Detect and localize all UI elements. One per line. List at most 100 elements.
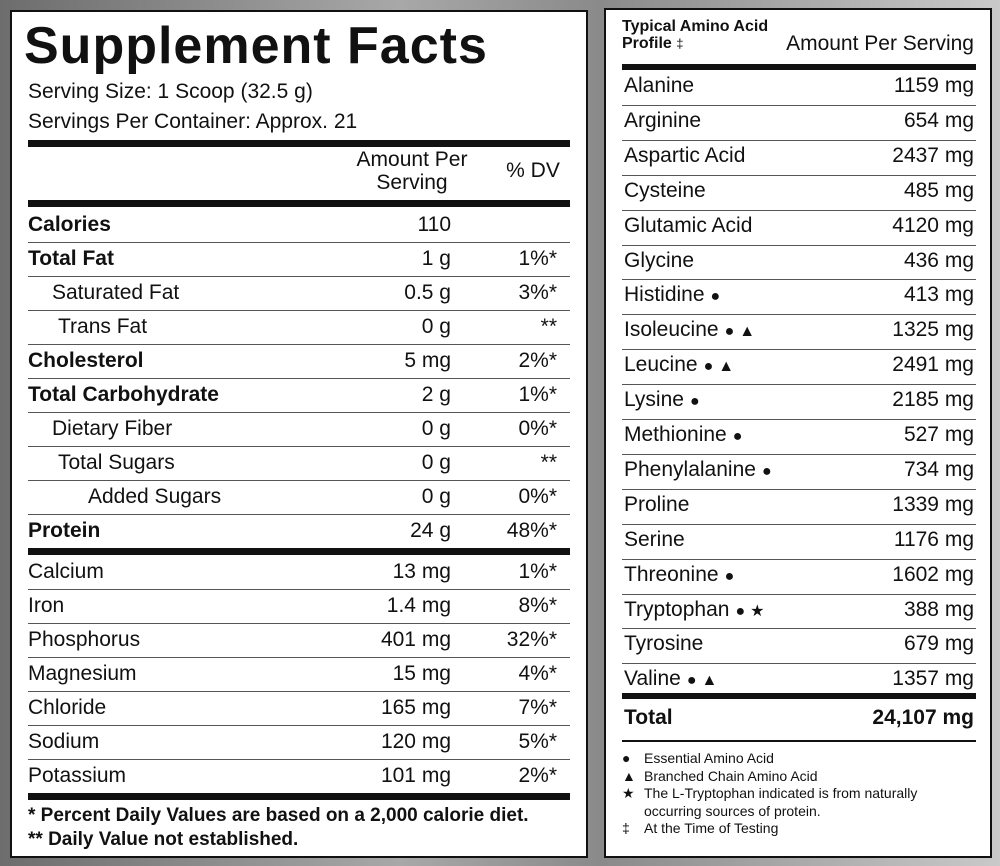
amino-amount: 1357 mg — [892, 667, 974, 691]
legend-symbol: ● — [622, 750, 631, 766]
amino-amount: 1176 mg — [893, 527, 974, 551]
amino-name: Cysteine — [624, 179, 706, 203]
rule — [28, 200, 570, 207]
nutrient-amount: 0 g — [421, 417, 451, 440]
nutrient-dv: 1%* — [518, 247, 557, 270]
nutrient-name: Cholesterol — [28, 349, 144, 372]
nutrient-name: Protein — [28, 519, 101, 542]
amino-amount-header: Amount Per Serving — [786, 32, 974, 55]
nutrient-name: Calcium — [28, 560, 104, 583]
row-divider — [28, 589, 570, 590]
rule — [28, 548, 570, 555]
amino-name-text: Aspartic Acid — [624, 143, 746, 167]
nutrient-dv: 5%* — [518, 730, 557, 753]
nutrient-name: Iron — [28, 594, 65, 617]
amino-symbols: ●▲ — [724, 323, 761, 341]
nutrient-amount: 1.4 mg — [386, 594, 451, 617]
nutrient-dv: 48%* — [506, 519, 557, 542]
nutrient-amount: 2 g — [421, 383, 451, 406]
nutrient-amount: 0.5 g — [404, 281, 451, 304]
nutrient-amount: 15 mg — [392, 662, 451, 685]
amino-name-text: Lysine — [624, 388, 684, 412]
row-divider — [622, 209, 976, 211]
legend-text: At the Time of Testing — [644, 820, 779, 836]
amino-symbols: ●▲ — [703, 358, 740, 376]
amino-name-text: Valine — [624, 667, 681, 691]
row-divider — [28, 378, 570, 379]
nutrient-dv: 4%* — [518, 662, 557, 685]
amino-amount: 2185 mg — [892, 388, 974, 412]
amino-name-text: Glutamic Acid — [624, 213, 753, 237]
amino-name-text: Histidine — [624, 283, 705, 307]
row-divider — [622, 384, 976, 386]
amino-amount: 527 mg — [903, 423, 974, 446]
nutrient-dv: 3%* — [518, 281, 557, 304]
nutrient-name: Magnesium — [28, 662, 137, 685]
amino-amount: 436 mg — [903, 248, 974, 272]
amino-name: Glycine — [624, 249, 694, 273]
row-divider — [28, 514, 570, 515]
row-divider — [28, 344, 570, 345]
amino-name-text: Proline — [624, 492, 690, 516]
legend: ● Essential Amino Acid ▲ Branched Chain Ami… — [622, 750, 982, 838]
row-divider — [622, 419, 976, 420]
legend-text: Branched Chain Amino Acid — [644, 767, 818, 784]
row-divider — [28, 623, 570, 624]
nutrient-dv: 2%* — [518, 349, 557, 372]
footnote: ** Daily Value not established. — [28, 829, 299, 850]
nutrient-name: Total Sugars — [58, 451, 175, 474]
row-divider — [28, 759, 570, 760]
amino-amount: 2491 mg — [892, 353, 974, 377]
amino-name: Arginine — [624, 109, 701, 133]
total-label: Total — [624, 706, 673, 729]
row-divider — [28, 276, 570, 277]
nutrient-amount: 0 g — [421, 451, 451, 474]
nutrient-amount: 5 mg — [404, 349, 451, 372]
nutrient-dv: 32%* — [506, 628, 557, 651]
row-divider — [622, 593, 976, 595]
nutrient-name: Chloride — [28, 696, 107, 719]
legend-text: Essential Amino Acid — [644, 750, 774, 766]
amino-symbols: ● — [761, 462, 777, 480]
row-divider — [622, 104, 976, 106]
amino-amount: 4120 mg — [892, 213, 974, 237]
serving-size: Serving Size: 1 Scoop (32.5 g) — [28, 80, 313, 103]
amino-name-text: Threonine — [624, 562, 719, 586]
amino-amount: 734 mg — [903, 457, 974, 481]
legend-symbol: ★ — [622, 785, 635, 801]
nutrient-name: Dietary Fiber — [52, 417, 173, 440]
row-divider — [622, 663, 976, 665]
amino-name-text: Alanine — [624, 74, 695, 97]
nutrient-name: Total Fat — [28, 247, 114, 270]
row-divider — [622, 628, 976, 630]
amino-name: Valine ●▲ — [624, 667, 722, 693]
amino-name-text: Methionine — [624, 423, 727, 446]
amino-name: Isoleucine ●▲ — [624, 318, 760, 344]
amino-symbols: ● — [689, 393, 705, 411]
amino-name: Tyrosine — [624, 632, 703, 656]
row-divider — [622, 279, 976, 281]
nutrient-name: Trans Fat — [58, 315, 148, 338]
nutrient-name: Added Sugars — [88, 485, 222, 508]
servings-per-container: Servings Per Container: Approx. 21 — [28, 110, 358, 133]
amino-name-text: Tyrosine — [624, 632, 704, 656]
row-divider — [28, 412, 570, 413]
nutrient-name: Potassium — [28, 764, 127, 787]
rule — [28, 793, 570, 800]
amino-amount: 1602 mg — [892, 562, 974, 586]
amino-title-text: Typical Amino Acid Profile — [622, 18, 769, 52]
nutrient-name: Saturated Fat — [52, 281, 180, 304]
dv-header: % DV — [506, 159, 560, 182]
amino-name: Serine — [624, 528, 685, 552]
row-divider — [622, 244, 976, 246]
amino-name: Aspartic Acid — [624, 144, 745, 168]
amino-amount: 679 mg — [903, 632, 974, 656]
title: Supplement Facts — [24, 17, 488, 75]
nutrient-dv: 0%* — [518, 417, 557, 440]
row-divider — [28, 310, 570, 311]
row-divider — [622, 174, 976, 176]
nutrient-amount: 0 g — [421, 315, 451, 338]
row-divider — [622, 558, 976, 560]
legend-text: The L-Tryptophan indicated is from natur… — [644, 785, 918, 819]
